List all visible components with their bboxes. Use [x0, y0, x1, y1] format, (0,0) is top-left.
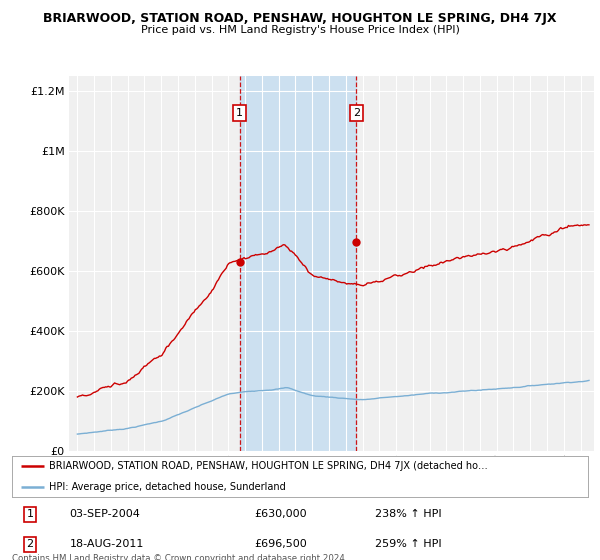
Text: 1: 1 [236, 108, 243, 118]
Text: 03-SEP-2004: 03-SEP-2004 [70, 509, 140, 519]
Text: 18-AUG-2011: 18-AUG-2011 [70, 539, 144, 549]
Text: 2: 2 [26, 539, 34, 549]
Text: BRIARWOOD, STATION ROAD, PENSHAW, HOUGHTON LE SPRING, DH4 7JX (detached ho…: BRIARWOOD, STATION ROAD, PENSHAW, HOUGHT… [49, 461, 488, 472]
Text: Price paid vs. HM Land Registry's House Price Index (HPI): Price paid vs. HM Land Registry's House … [140, 25, 460, 35]
Text: HPI: Average price, detached house, Sunderland: HPI: Average price, detached house, Sund… [49, 482, 286, 492]
Text: 1: 1 [26, 509, 34, 519]
Text: £630,000: £630,000 [254, 509, 307, 519]
Text: £696,500: £696,500 [254, 539, 307, 549]
Text: 238% ↑ HPI: 238% ↑ HPI [375, 509, 442, 519]
Text: Contains HM Land Registry data © Crown copyright and database right 2024.
This d: Contains HM Land Registry data © Crown c… [12, 554, 347, 560]
Bar [239, 76, 356, 451]
Text: BRIARWOOD, STATION ROAD, PENSHAW, HOUGHTON LE SPRING, DH4 7JX: BRIARWOOD, STATION ROAD, PENSHAW, HOUGHT… [43, 12, 557, 25]
Text: 259% ↑ HPI: 259% ↑ HPI [375, 539, 442, 549]
Text: 2: 2 [353, 108, 360, 118]
